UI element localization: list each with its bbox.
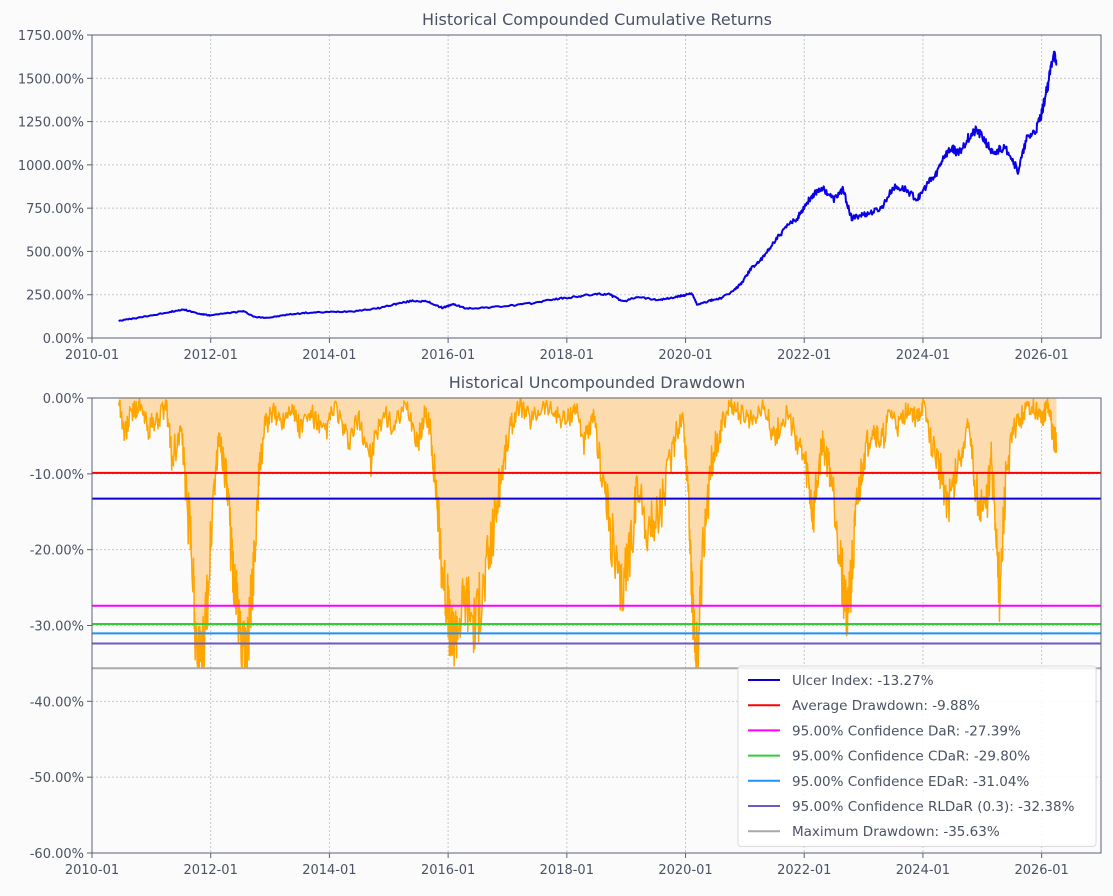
drawdown-x-tick-label: 2026-01	[1014, 863, 1068, 878]
drawdown-y-tick-label: -30.00%	[30, 620, 84, 635]
drawdown-series	[117, 397, 1058, 669]
cumulative-returns-y-tick-label: 1250.00%	[18, 116, 84, 131]
cumulative-returns-x-tick-label: 2014-01	[302, 348, 356, 363]
drawdown-title: Historical Uncompounded Drawdown	[449, 373, 745, 392]
cumulative-returns-x-ticks: 2010-01 2012-01 2014-01 2016-01 2018-01 2020-…	[65, 338, 1069, 363]
cumulative-returns-line	[118, 50, 1058, 322]
drawdown-x-tick-label: 2016-01	[421, 863, 475, 878]
cumulative-returns-x-tick-label: 2016-01	[421, 348, 475, 363]
legend-label: 95.00% Confidence RLDaR (0.3): -32.38%	[792, 799, 1075, 815]
legend-label: Maximum Drawdown: -35.63%	[792, 824, 1000, 840]
drawdown-y-tick-label: -10.00%	[30, 468, 84, 483]
drawdown-legend: Ulcer Index: -13.27% Average Drawdown: -9…	[737, 665, 1097, 847]
drawdown-x-tick-label: 2020-01	[658, 863, 712, 878]
legend-label: 95.00% Confidence CDaR: -29.80%	[792, 749, 1030, 765]
cumulative-returns-y-tick-label: 1000.00%	[18, 159, 84, 174]
drawdown-y-tick-label: -60.00%	[30, 847, 84, 862]
legend-label: Average Drawdown: -9.88%	[792, 698, 980, 714]
drawdown-x-tick-label: 2010-01	[65, 863, 119, 878]
drawdown-area-fill	[118, 398, 1057, 669]
drawdown-y-tick-label: -40.00%	[30, 695, 84, 710]
cumulative-returns-y-tick-label: 1500.00%	[18, 72, 84, 87]
cumulative-returns-axes-frame	[91, 34, 1102, 339]
cumulative-returns-x-tick-label: 2020-01	[658, 348, 712, 363]
cumulative-returns-y-tick-label: 750.00%	[26, 202, 84, 217]
cumulative-returns-y-ticks: 0.00% 250.00% 500.00% 750.00% 1000.00% 1250.0…	[18, 29, 92, 347]
drawdown-y-tick-label: 0.00%	[43, 392, 84, 407]
drawdown-line	[117, 397, 1058, 669]
cumulative-returns-x-tick-label: 2018-01	[540, 348, 594, 363]
cumulative-returns-x-tick-label: 2022-01	[777, 348, 831, 363]
cumulative-returns-series	[118, 50, 1058, 322]
drawdown-x-tick-label: 2022-01	[777, 863, 831, 878]
drawdown-panel: Historical Uncompounded Drawdown 0.00% -1…	[30, 373, 1102, 878]
cumulative-returns-y-tick-label: 0.00%	[43, 332, 84, 347]
cumulative-returns-frame	[91, 34, 1102, 339]
cumulative-returns-title: Historical Compounded Cumulative Returns	[422, 10, 772, 29]
drawdown-x-tick-label: 2014-01	[302, 863, 356, 878]
drawdown-reference-lines	[92, 471, 1101, 670]
legend-box	[737, 665, 1097, 847]
cumulative-returns-x-tick-label: 2010-01	[65, 348, 119, 363]
cumulative-returns-x-tick-label: 2026-01	[1014, 348, 1068, 363]
drawdown-y-tick-label: -20.00%	[30, 544, 84, 559]
cumulative-returns-x-tick-label: 2012-01	[184, 348, 238, 363]
cumulative-returns-panel: Historical Compounded Cumulative Returns…	[18, 10, 1102, 363]
drawdown-y-ticks: 0.00% -10.00% -20.00% -30.00% -40.00% -50.00%…	[30, 392, 92, 862]
drawdown-x-tick-label: 2024-01	[896, 863, 950, 878]
cumulative-returns-y-tick-label: 250.00%	[26, 289, 84, 304]
cumulative-returns-y-tick-label: 1750.00%	[18, 29, 84, 44]
drawdown-x-ticks: 2010-01 2012-01 2014-01 2016-01 2018-01 2020-…	[65, 853, 1069, 878]
legend-label: 95.00% Confidence DaR: -27.39%	[792, 723, 1021, 739]
legend-label: 95.00% Confidence EDaR: -31.04%	[792, 774, 1029, 790]
cumulative-returns-x-tick-label: 2024-01	[896, 348, 950, 363]
drawdown-x-tick-label: 2018-01	[540, 863, 594, 878]
drawdown-x-tick-label: 2012-01	[184, 863, 238, 878]
drawdown-y-tick-label: -50.00%	[30, 771, 84, 786]
legend-label: Ulcer Index: -13.27%	[792, 673, 934, 689]
cumulative-returns-y-tick-label: 500.00%	[26, 245, 84, 260]
